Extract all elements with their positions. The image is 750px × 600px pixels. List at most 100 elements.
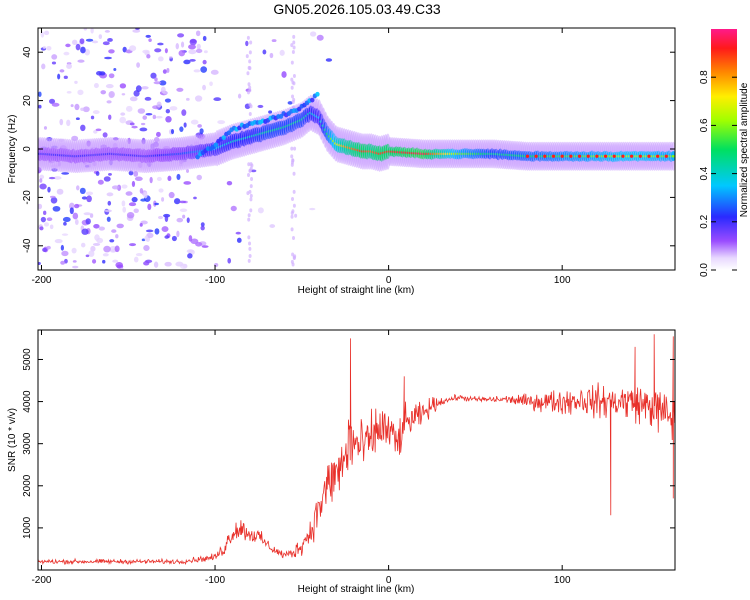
colorbar-tick-label: 0.8 — [699, 70, 710, 84]
spectrogram-x-ticks: -200 -100 0 100 — [31, 28, 571, 286]
noise-blob — [38, 104, 42, 109]
noise-blob — [271, 39, 277, 43]
noise-blob — [63, 221, 67, 226]
noise-blob — [290, 146, 294, 151]
noise-blob — [193, 196, 197, 200]
colorbar-tick-label: 0.2 — [699, 214, 710, 228]
noise-blob — [59, 118, 64, 126]
noise-blob — [164, 215, 169, 222]
ridge-peak — [577, 154, 582, 158]
noise-blob — [247, 162, 251, 167]
noise-blob — [140, 198, 147, 202]
noise-blob — [194, 95, 203, 102]
noise-blob — [46, 217, 53, 222]
noise-blob — [72, 265, 79, 269]
ridge-peak — [621, 154, 625, 158]
upper-branch-blob — [195, 154, 200, 160]
noise-blob — [125, 105, 133, 112]
noise-blob — [179, 200, 187, 204]
noise-blob — [61, 250, 69, 257]
noise-blob — [180, 41, 185, 48]
noise-blob — [66, 91, 72, 94]
noise-blob — [72, 212, 79, 220]
noise-blob — [106, 192, 114, 197]
noise-blob — [247, 82, 251, 87]
noise-blob — [248, 85, 252, 90]
noise-blob — [134, 176, 143, 181]
noise-blob — [90, 28, 94, 34]
noise-blob — [181, 109, 187, 116]
noise-blob — [159, 80, 167, 86]
noise-blob — [102, 41, 110, 46]
noise-blob — [290, 227, 294, 232]
noise-blob — [139, 127, 148, 132]
upper-branch-blob — [310, 97, 315, 103]
noise-blob — [183, 181, 192, 185]
ridge-peak — [638, 154, 642, 158]
noise-blob — [186, 217, 190, 223]
noise-blob — [143, 261, 150, 266]
noise-blob — [90, 115, 95, 120]
noise-blob — [154, 48, 162, 53]
colorbar-ticks: 0.0 0.2 0.4 0.6 0.8 — [699, 70, 737, 277]
noise-blob — [292, 34, 296, 39]
noise-blob — [154, 77, 158, 82]
noise-blob — [248, 168, 252, 173]
noise-blob — [104, 56, 112, 60]
noise-blob — [168, 191, 175, 199]
noise-blob — [157, 56, 164, 62]
noise-blob — [69, 207, 74, 215]
noise-blob — [136, 62, 140, 68]
ridge-peak — [569, 154, 573, 158]
noise-blob — [131, 180, 136, 188]
noise-blob — [247, 65, 251, 70]
noise-blob — [115, 234, 119, 239]
noise-blob — [291, 80, 295, 85]
noise-blob — [202, 35, 207, 41]
noise-blob — [60, 244, 64, 251]
noise-blob — [48, 176, 56, 180]
noise-blob — [122, 206, 127, 213]
noise-blob — [146, 232, 154, 239]
noise-blob — [98, 34, 103, 39]
ridge-peak — [603, 154, 608, 158]
noise-blob — [97, 179, 104, 185]
noise-blob — [82, 106, 90, 113]
noise-blob — [245, 40, 249, 47]
noise-blob — [237, 93, 242, 99]
noise-blob — [190, 119, 199, 125]
noise-blob — [165, 116, 172, 123]
noise-blob — [176, 217, 184, 223]
noise-blob — [120, 112, 126, 116]
noise-blob — [49, 224, 54, 230]
x-tick-label: -100 — [205, 275, 225, 286]
noise-blob — [43, 126, 48, 130]
noise-blob — [153, 261, 159, 268]
noise-blob — [148, 38, 152, 42]
x-tick-label: 0 — [386, 275, 392, 286]
noise-blob — [155, 131, 161, 137]
noise-blob — [291, 158, 295, 163]
noise-blob — [145, 229, 154, 233]
y-tick-label: -20 — [22, 190, 33, 205]
noise-blob — [131, 125, 138, 129]
noise-blob — [202, 59, 207, 65]
colorbar-tick-label: 0.4 — [699, 166, 710, 180]
noise-blob — [227, 257, 232, 264]
noise-blob — [230, 205, 237, 212]
upper-branch-blob — [315, 91, 320, 97]
noise-blob — [161, 226, 169, 233]
noise-blob — [248, 59, 252, 64]
noise-blob — [162, 91, 168, 95]
noise-blob — [153, 81, 162, 85]
noise-blob — [54, 239, 63, 244]
upper-branch-blob — [226, 130, 232, 136]
noise-blob — [291, 235, 295, 240]
noise-blob — [93, 223, 100, 229]
noise-blob — [66, 119, 71, 127]
noise-blob — [125, 191, 133, 196]
noise-blob — [257, 207, 264, 214]
ridge-peak — [595, 154, 599, 158]
x-tick-label: 100 — [554, 275, 571, 286]
